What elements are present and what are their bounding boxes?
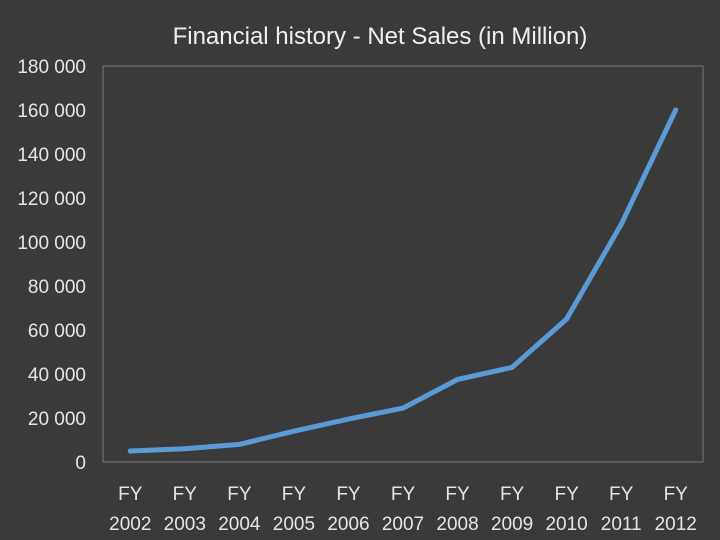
plot-area (102, 65, 704, 463)
data-point (345, 416, 351, 422)
x-tick-label: FY (282, 484, 307, 505)
data-point (618, 221, 624, 227)
x-tick-label: 2012 (655, 514, 697, 535)
data-point (455, 377, 461, 382)
x-tick-label: FY (173, 484, 198, 505)
y-axis-tick-labels: 0 20 000 40 000 60 000 80 000 100 000 120 000 1… (17, 57, 86, 474)
x-tick-label: FY (609, 484, 634, 505)
x-tick-label: 2010 (545, 514, 587, 535)
y-tick-label: 180 000 (17, 57, 86, 78)
x-tick-label: FY (500, 484, 525, 505)
data-point (564, 316, 570, 322)
x-tick-label: 2009 (491, 514, 533, 535)
x-tick-label: 2011 (601, 514, 642, 535)
series-line (127, 107, 679, 454)
x-tick-label: 2004 (218, 514, 261, 535)
y-tick-label: 60 000 (28, 321, 86, 342)
data-point (400, 405, 406, 411)
x-axis-tick-labels: FY 2002 FY 2003 FY 2004 FY 2005 FY 2006 FY 2007 FY 20… (109, 484, 697, 535)
x-tick-label: 2005 (273, 514, 315, 535)
y-tick-label: 0 (75, 453, 86, 474)
x-tick-label: FY (118, 484, 143, 505)
y-tick-label: 140 000 (17, 145, 86, 166)
x-tick-label: FY (554, 484, 579, 505)
data-point (673, 107, 679, 113)
x-tick-label: 2006 (327, 514, 369, 535)
y-tick-label: 80 000 (28, 277, 86, 298)
data-point (127, 448, 133, 454)
x-tick-label: FY (336, 484, 361, 505)
series-group (127, 107, 679, 454)
x-tick-label: 2008 (436, 514, 478, 535)
y-tick-label: 40 000 (28, 365, 86, 386)
data-point (509, 364, 515, 370)
y-tick-label: 20 000 (28, 409, 86, 430)
chart-title: Financial history - Net Sales (in Millio… (173, 23, 588, 50)
x-tick-label: FY (391, 484, 416, 505)
x-tick-label: FY (227, 484, 252, 505)
x-tick-label: 2007 (382, 514, 424, 535)
y-tick-label: 120 000 (17, 189, 86, 210)
y-tick-label: 100 000 (17, 233, 86, 254)
x-tick-label: 2003 (164, 514, 206, 535)
x-tick-label: FY (664, 484, 689, 505)
data-point (291, 428, 297, 434)
y-tick-label: 160 000 (17, 101, 86, 122)
x-tick-label: 2002 (109, 514, 151, 535)
data-point (182, 446, 188, 452)
x-tick-label: FY (445, 484, 470, 505)
data-point (236, 441, 242, 447)
